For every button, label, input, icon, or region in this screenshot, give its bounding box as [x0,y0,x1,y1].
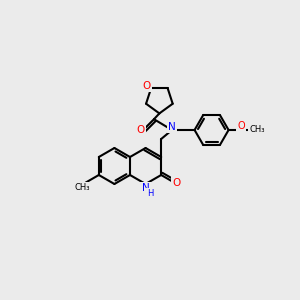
Text: H: H [147,188,154,197]
Text: O: O [237,121,245,131]
Text: O: O [136,125,144,135]
Text: N: N [142,183,149,193]
Text: CH₃: CH₃ [249,125,265,134]
Text: CH₃: CH₃ [75,183,90,192]
Text: O: O [172,178,181,188]
Text: O: O [142,81,150,91]
Text: N: N [168,122,176,132]
